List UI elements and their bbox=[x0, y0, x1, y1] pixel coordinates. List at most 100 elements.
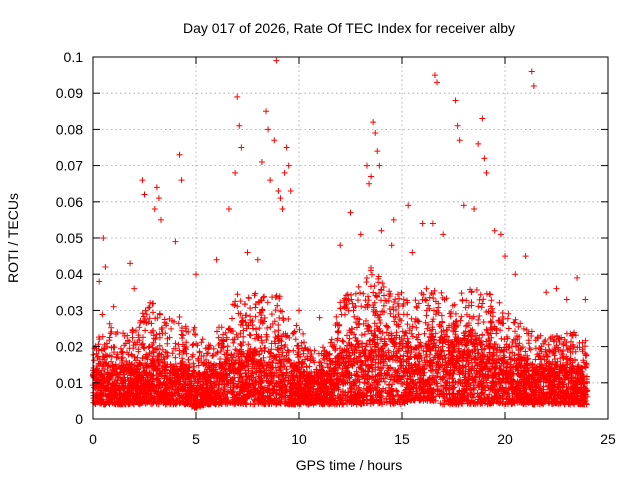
y-tick-label: 0.08 bbox=[56, 121, 83, 137]
x-axis-title: GPS time / hours bbox=[296, 457, 403, 473]
y-tick-label: 0.06 bbox=[56, 194, 83, 210]
data-point bbox=[434, 79, 441, 86]
data-point bbox=[141, 191, 148, 198]
y-tick-label: 0.03 bbox=[56, 302, 83, 318]
data-point bbox=[431, 72, 438, 79]
data-point bbox=[151, 206, 158, 213]
data-point bbox=[502, 253, 508, 260]
data-point bbox=[563, 296, 570, 303]
x-tick-label: 15 bbox=[394, 431, 410, 447]
data-point bbox=[368, 173, 375, 180]
data-point bbox=[497, 231, 504, 238]
y-tick-label: 0.09 bbox=[56, 85, 83, 101]
x-tick-labels: 0 5 10 15 20 25 bbox=[89, 431, 616, 447]
data-point bbox=[337, 242, 344, 249]
data-point bbox=[153, 184, 160, 191]
data-point bbox=[258, 158, 265, 165]
data-point bbox=[372, 130, 379, 137]
data-point bbox=[157, 216, 164, 223]
data-point bbox=[316, 314, 323, 321]
data-point bbox=[460, 202, 467, 209]
data-point bbox=[139, 177, 146, 184]
dense-data-points bbox=[90, 264, 591, 412]
data-point bbox=[471, 206, 478, 213]
data-point bbox=[110, 303, 117, 310]
data-point bbox=[277, 195, 284, 202]
data-point bbox=[267, 177, 274, 184]
data-point bbox=[522, 253, 529, 260]
data-point bbox=[374, 148, 381, 155]
x-tick-label: 20 bbox=[497, 431, 513, 447]
x-tick-label: 25 bbox=[600, 431, 616, 447]
data-point bbox=[213, 256, 220, 263]
data-point bbox=[483, 169, 490, 176]
data-point bbox=[553, 285, 560, 292]
data-point bbox=[429, 220, 436, 227]
data-point bbox=[475, 140, 482, 147]
data-point bbox=[409, 249, 416, 256]
y-tick-label: 0.07 bbox=[56, 158, 83, 174]
y-tick-label: 0 bbox=[75, 411, 83, 427]
data-point bbox=[388, 242, 395, 249]
data-point bbox=[254, 256, 261, 263]
data-point bbox=[225, 206, 232, 213]
data-point bbox=[238, 144, 245, 151]
data-point bbox=[456, 137, 463, 144]
data-point bbox=[530, 82, 537, 89]
data-point bbox=[244, 249, 251, 256]
y-tick-label: 0.1 bbox=[64, 49, 84, 65]
data-point bbox=[357, 231, 364, 238]
data-point bbox=[265, 126, 272, 133]
data-point bbox=[481, 155, 488, 162]
y-tick-label: 0.04 bbox=[56, 266, 83, 282]
axis-ticks bbox=[92, 56, 609, 420]
y-axis-title: ROTI / TECUs bbox=[5, 193, 21, 283]
data-point bbox=[102, 263, 109, 270]
data-point bbox=[271, 137, 278, 144]
x-tick-label: 5 bbox=[192, 431, 200, 447]
data-point bbox=[296, 307, 302, 314]
data-point bbox=[287, 187, 294, 194]
chart-title: Day 017 of 2026, Rate Of TEC Index for r… bbox=[183, 20, 515, 36]
data-point bbox=[419, 220, 426, 227]
data-point bbox=[178, 177, 185, 184]
y-tick-label: 0.05 bbox=[56, 230, 83, 246]
data-point bbox=[234, 93, 241, 100]
data-point bbox=[452, 97, 459, 104]
data-point bbox=[347, 209, 354, 216]
data-point bbox=[285, 162, 292, 169]
data-point bbox=[283, 144, 290, 151]
data-point bbox=[376, 162, 383, 169]
data-point bbox=[131, 285, 138, 292]
data-point bbox=[378, 227, 385, 234]
x-tick-label: 0 bbox=[89, 431, 97, 447]
data-point bbox=[281, 169, 288, 176]
data-point bbox=[236, 122, 243, 129]
data-point bbox=[405, 202, 412, 209]
data-point bbox=[232, 169, 239, 176]
data-point bbox=[172, 238, 179, 245]
data-point bbox=[574, 274, 581, 281]
y-tick-label: 0.01 bbox=[56, 375, 83, 391]
data-point bbox=[275, 187, 282, 194]
data-point bbox=[528, 68, 535, 75]
data-point bbox=[100, 235, 107, 241]
data-point bbox=[279, 206, 286, 213]
data-point bbox=[543, 289, 550, 296]
data-point bbox=[491, 227, 498, 234]
data-point bbox=[366, 180, 373, 187]
data-point bbox=[454, 122, 461, 129]
data-point bbox=[155, 195, 162, 202]
data-point bbox=[479, 115, 486, 122]
data-point bbox=[263, 108, 270, 115]
data-point bbox=[390, 216, 397, 223]
data-point bbox=[193, 271, 199, 278]
data-points bbox=[90, 57, 591, 412]
x-tick-label: 10 bbox=[291, 431, 307, 447]
y-tick-label: 0.02 bbox=[56, 339, 83, 355]
data-point bbox=[273, 57, 280, 64]
data-point bbox=[363, 162, 370, 169]
data-point bbox=[370, 119, 377, 126]
data-point bbox=[512, 271, 519, 278]
